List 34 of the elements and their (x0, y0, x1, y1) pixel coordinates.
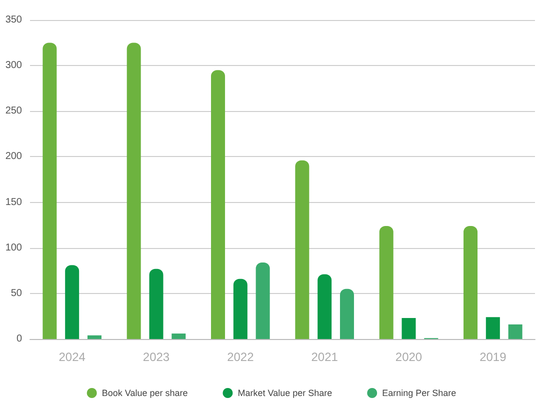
bar (233, 278, 248, 339)
x-tick-label: 2021 (311, 350, 338, 364)
y-tick-label: 50 (10, 288, 22, 299)
bar (65, 265, 80, 339)
x-tick-label: 2020 (395, 350, 422, 364)
y-tick-label: 300 (5, 60, 22, 72)
bar (464, 226, 478, 339)
legend-label: Book Value per share (102, 388, 188, 398)
bar (149, 268, 164, 339)
bar (211, 70, 226, 339)
bar (508, 324, 522, 339)
legend-label: Market Value per Share (238, 388, 332, 398)
legend-label: Earning Per Share (382, 388, 456, 398)
bar (379, 226, 394, 339)
bar (318, 274, 332, 339)
bar (42, 42, 57, 339)
y-tick-label: 150 (5, 196, 22, 208)
x-tick-label: 2024 (58, 350, 86, 364)
y-tick-label: 250 (5, 106, 22, 117)
y-tick-label: 350 (5, 14, 22, 26)
bar (256, 262, 270, 339)
bar (340, 288, 354, 339)
y-tick-label: 200 (5, 151, 22, 162)
x-tick-label: 2022 (227, 350, 254, 364)
y-tick-label: 100 (5, 242, 22, 254)
x-tick-label: 2019 (480, 350, 507, 364)
bar (402, 318, 416, 339)
y-tick-label: 0 (16, 334, 22, 344)
bar (295, 160, 310, 339)
bar (126, 42, 141, 339)
x-tick-label: 2023 (142, 350, 170, 364)
bar (172, 334, 186, 339)
bar (87, 335, 102, 339)
bar (486, 317, 500, 339)
